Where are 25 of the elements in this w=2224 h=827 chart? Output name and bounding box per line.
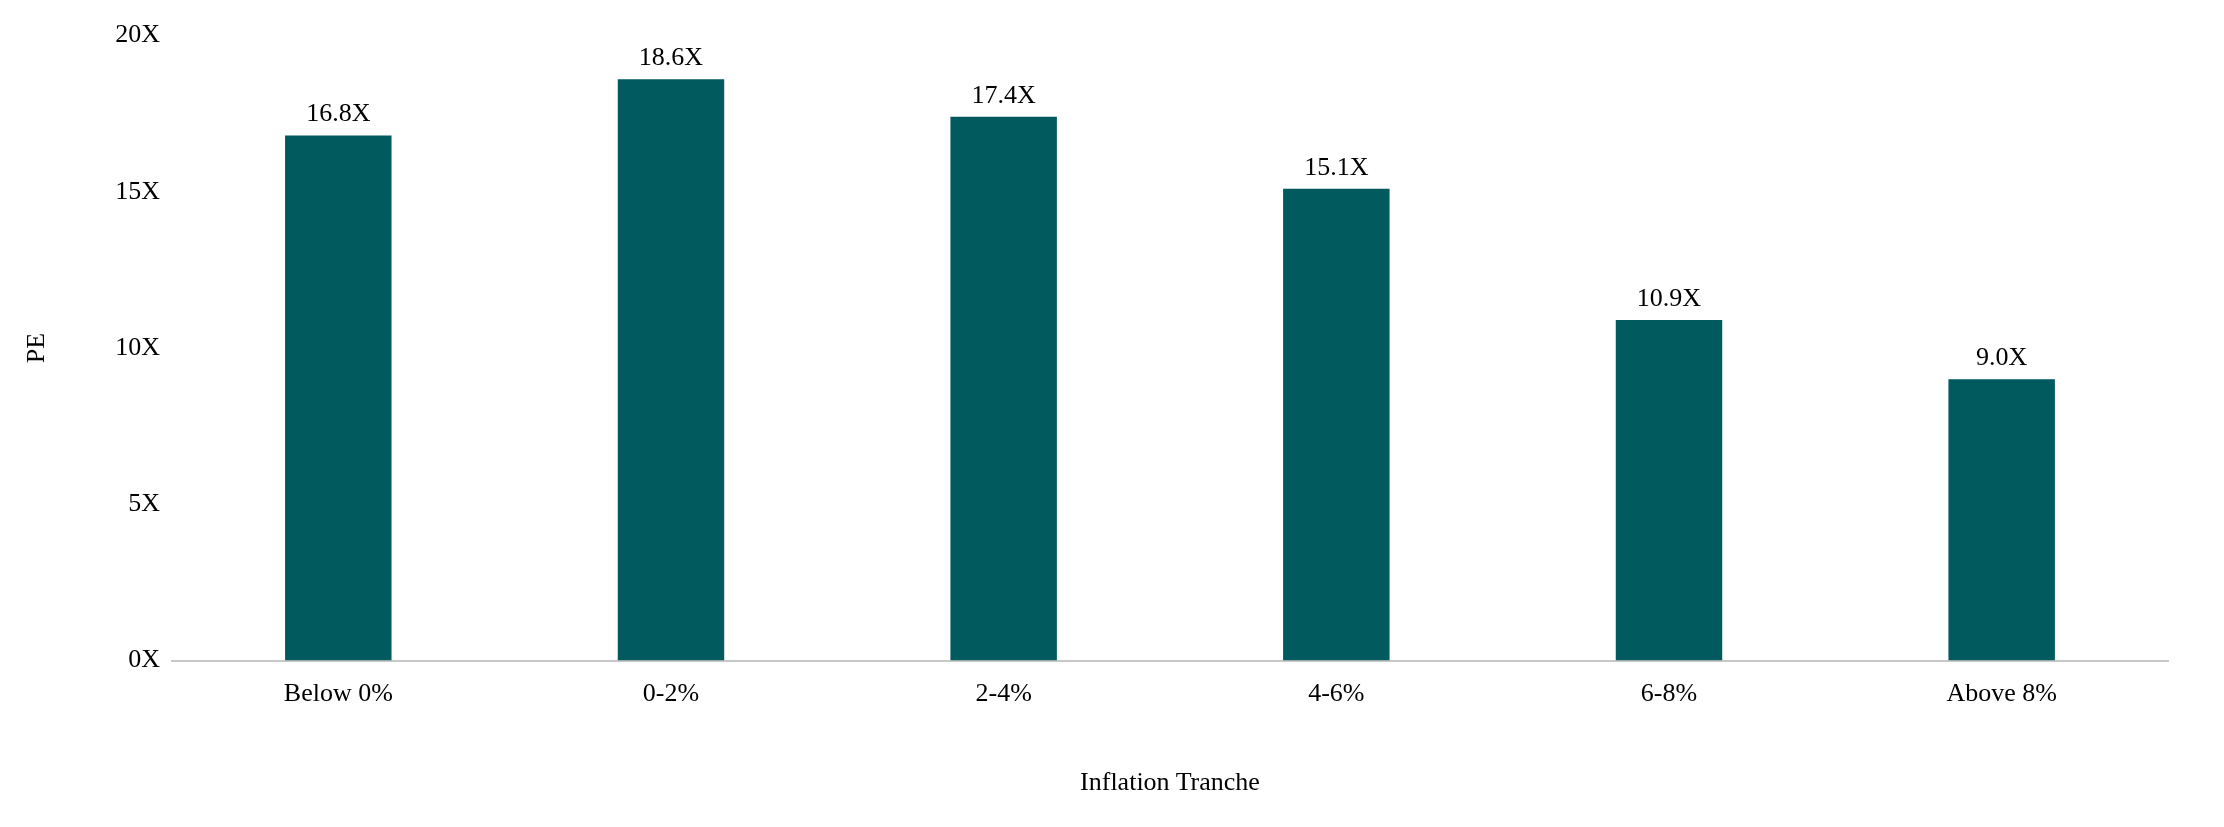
x-tick-label: Below 0% [283,678,393,708]
x-tick-label: 4-6% [1308,678,1365,708]
y-axis-title: PE [21,332,51,364]
y-tick-label: 10X [115,331,161,361]
data-label: 16.8X [306,98,371,128]
data-label: 10.9X [1636,282,1702,312]
x-tick-label: 0-2% [642,678,700,708]
data-label: 18.6X [638,42,704,72]
bar [950,116,1057,661]
x-tick-label: Above 8% [1946,678,2057,708]
bar [1948,379,2055,661]
x-tick-label: 6-8% [1640,678,1698,708]
bar [617,79,725,661]
bar [285,135,392,661]
y-tick-label: 20X [115,19,161,49]
x-axis-title: Inflation Tranche [1080,767,1260,797]
x-tick-label: 2-4% [975,678,1032,708]
y-tick-label: 15X [115,175,161,205]
bar [1615,319,1723,661]
bar [1283,188,1390,661]
y-tick-label: 5X [128,488,161,518]
data-label: 9.0X [1976,342,2028,372]
data-label: 17.4X [971,79,1037,109]
data-label: 15.1X [1304,151,1369,181]
y-tick-label: 0X [128,644,161,674]
